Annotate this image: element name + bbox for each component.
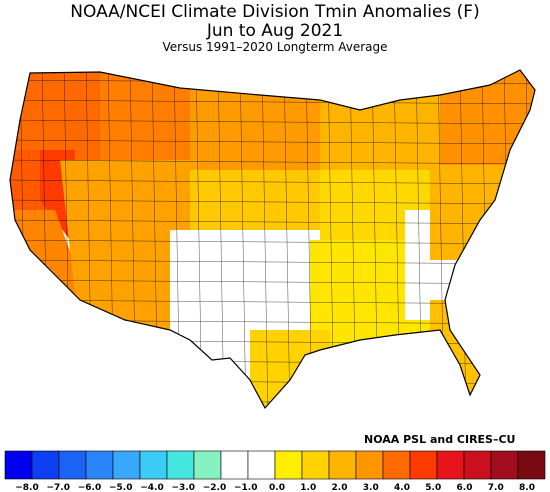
credit-text: NOAA PSL and CIRES–CU [364,433,516,446]
legend-tick-label: −7.0 [47,483,70,492]
legend-tick-label: 5.0 [425,483,441,492]
division-boundary [10,139,535,145]
legend-tick-label: −4.0 [140,483,163,492]
legend-swatch [463,450,492,480]
legend-tick-label: 7.0 [488,483,504,492]
legend-swatch [328,450,357,480]
legend-tick-label: −6.0 [78,483,101,492]
division-boundary [10,119,535,125]
legend-tick-label: −5.0 [109,483,132,492]
legend-tick-label: 3.0 [363,483,379,492]
legend-swatch [382,450,411,480]
legend-swatch [31,450,60,480]
map-title: NOAA/NCEI Climate Division Tmin Anomalie… [70,2,480,22]
legend-swatch [517,450,546,480]
legend-swatch [166,450,195,480]
legend-swatch [409,450,438,480]
us-climate-division-map [9,69,536,410]
legend-swatch [85,450,114,480]
legend-swatch [220,450,249,480]
legend-swatch [193,450,222,480]
map-period: Jun to Aug 2021 [206,21,344,41]
division-boundary [10,199,535,205]
legend-swatch [112,450,141,480]
legend-tick-label: −2.0 [203,483,226,492]
division-boundary [10,219,535,225]
division-boundary [10,179,535,185]
legend-swatch [58,450,87,480]
legend-swatch [436,450,465,480]
legend-tick-label: 6.0 [457,483,473,492]
legend-swatch [274,450,303,480]
us-outline [9,69,536,410]
legend-tick-label: −3.0 [172,483,195,492]
division-boundary [261,70,269,408]
division-boundary [10,239,535,245]
division-boundary [283,70,291,408]
map-subtitle: Versus 1991–2020 Longterm Average [162,40,388,54]
legend-tick-label: −1.0 [234,483,257,492]
legend-tick-label: 0.0 [269,483,285,492]
division-boundary [10,99,535,105]
legend-tick-label: 8.0 [519,483,535,492]
legend-swatch [4,450,33,480]
legend-tick-label: 4.0 [394,483,410,492]
division-boundary [10,159,535,165]
legend-tick-label: −8.0 [15,483,38,492]
division-boundary [239,70,247,408]
legend-tick-label: 1.0 [300,483,316,492]
legend-swatch [301,450,330,480]
region-southwest [60,160,200,340]
legend-swatch [247,450,276,480]
legend-swatch [490,450,519,480]
legend-swatch [139,450,168,480]
division-boundary [459,70,467,408]
region-central-plains [190,170,330,240]
legend-tick-label: 2.0 [332,483,348,492]
legend-swatch [355,450,384,480]
